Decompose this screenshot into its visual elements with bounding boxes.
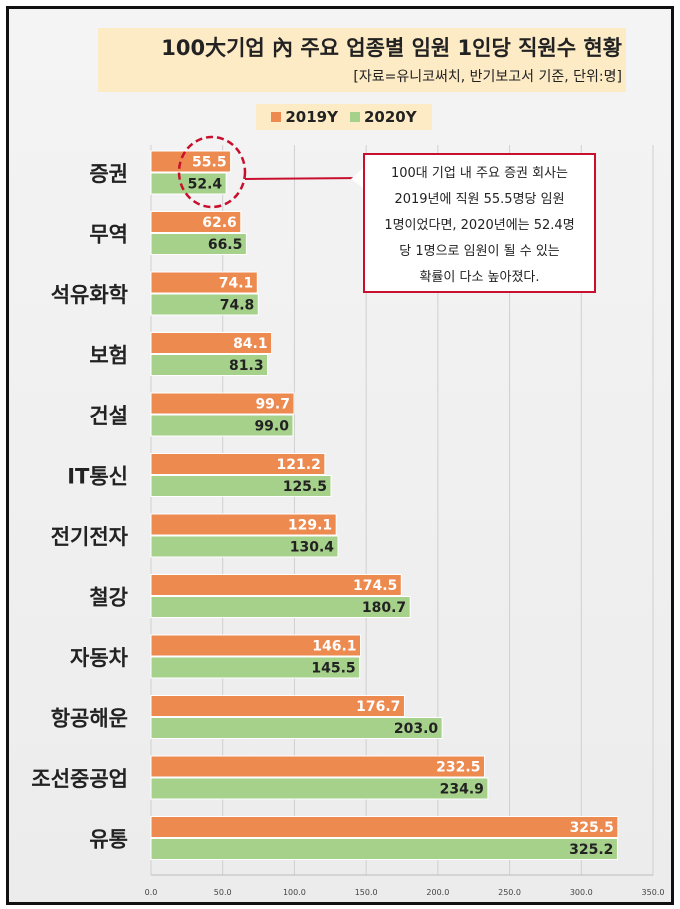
- chart-title: 100大기업 內 주요 업종별 임원 1인당 직원수 현황: [161, 36, 622, 60]
- x-tick-label: 200.0: [426, 888, 449, 897]
- category-label: 보험: [89, 344, 128, 368]
- legend-label-2019: 2019Y: [285, 108, 338, 126]
- callout-line-5: 확률이 다소 높아졌다.: [419, 270, 540, 285]
- callout-line-3: 1명이었다면, 2020년에는 52.4명: [384, 218, 575, 233]
- bar-2019: [150, 150, 232, 173]
- bar-2019: [150, 392, 295, 415]
- data-label-2020: 81.3: [229, 358, 264, 374]
- data-label-2019: 99.7: [255, 397, 290, 413]
- legend-item-2020: 2020Y: [350, 108, 417, 126]
- callout-pointer-tip: [351, 168, 363, 188]
- x-tick-label: 350.0: [642, 888, 665, 897]
- data-label-2020: 74.8: [220, 298, 255, 314]
- bar-2019: [150, 574, 402, 596]
- data-label-2019: 121.2: [277, 457, 321, 473]
- category-label: 무역: [89, 223, 128, 247]
- data-label-2019: 129.1: [288, 518, 332, 534]
- category-label: 철강: [89, 586, 128, 610]
- data-label-2020: 145.5: [311, 661, 355, 677]
- annotation-callout: 100대 기업 내 주요 증권 회사는 2019년에 직원 55.5명당 임원 …: [363, 153, 596, 293]
- data-label-2020: 180.7: [362, 600, 406, 616]
- bar-2019: [150, 271, 258, 294]
- legend-label-2020: 2020Y: [364, 108, 417, 126]
- bar-2019: [150, 211, 242, 233]
- x-tick-label: 0.0: [145, 888, 158, 897]
- chart-legend: 2019Y 2020Y: [256, 104, 432, 130]
- x-tick-label: 50.0: [214, 888, 232, 897]
- callout-line-4: 당 1명으로 임원이 될 수 있는: [399, 244, 560, 259]
- bar-2020: [150, 414, 294, 437]
- legend-swatch-2019: [271, 112, 282, 122]
- data-label-2020: 99.0: [254, 419, 289, 435]
- category-label: 전기전자: [51, 525, 129, 549]
- title-box: 100大기업 內 주요 업종별 임원 1인당 직원수 현황 [자료=유니코써치,…: [98, 28, 626, 92]
- bar-2020: [150, 656, 361, 679]
- bar-2020: [150, 717, 443, 739]
- bar-2019: [150, 332, 273, 354]
- legend-item-2019: 2019Y: [271, 108, 338, 126]
- x-tick-label: 300.0: [570, 888, 593, 897]
- category-label: 석유화학: [51, 283, 128, 307]
- bar-2019: [150, 634, 362, 657]
- data-label-2019: 84.1: [233, 336, 268, 352]
- data-label-2020: 234.9: [440, 782, 484, 798]
- bar-2019: [150, 816, 619, 838]
- category-label: 증권: [89, 162, 128, 186]
- x-tick-label: 150.0: [355, 888, 378, 897]
- bar-2019: [150, 695, 405, 717]
- bar-2020: [150, 838, 618, 860]
- category-label: 건설: [89, 404, 128, 428]
- category-label: 자동차: [70, 646, 129, 670]
- data-label-2019: 74.1: [219, 276, 254, 292]
- data-label-2019: 325.5: [570, 820, 614, 836]
- data-label-2019: 176.7: [356, 699, 400, 715]
- bar-2020: [150, 354, 269, 376]
- bar-2019: [150, 755, 485, 778]
- category-label: IT통신: [67, 465, 128, 489]
- data-label-2020: 325.2: [569, 842, 613, 858]
- bar-2020: [150, 172, 227, 195]
- bar-2020: [150, 777, 489, 800]
- category-label: 조선중공업: [31, 767, 128, 791]
- bar-2019: [150, 513, 337, 536]
- bar-2020: [150, 233, 247, 255]
- data-label-2019: 146.1: [312, 639, 356, 655]
- bar-2020: [150, 293, 259, 316]
- data-label-2019: 232.5: [436, 760, 480, 776]
- data-label-2020: 66.5: [208, 237, 243, 253]
- data-label-2019: 55.5: [192, 155, 227, 171]
- callout-pointer: [244, 177, 364, 180]
- bar-2020: [150, 596, 411, 618]
- bar-2020: [150, 535, 339, 558]
- callout-line-2: 2019년에 직원 55.5명당 임원: [394, 192, 565, 207]
- data-label-2020: 52.4: [188, 177, 223, 193]
- bar-2020: [150, 475, 332, 497]
- data-label-2019: 174.5: [353, 578, 397, 594]
- data-label-2020: 125.5: [283, 479, 327, 495]
- data-label-2019: 62.6: [202, 215, 237, 231]
- category-label: 유통: [89, 828, 128, 852]
- bar-2019: [150, 453, 326, 475]
- x-tick-label: 250.0: [498, 888, 521, 897]
- callout-line-1: 100대 기업 내 주요 증권 회사는: [390, 166, 569, 181]
- x-tick-label: 100.0: [283, 888, 306, 897]
- category-label: 항공해운: [51, 707, 128, 731]
- highlight-circle: [177, 135, 247, 209]
- legend-swatch-2020: [350, 112, 360, 122]
- data-label-2020: 130.4: [290, 540, 335, 556]
- data-label-2020: 203.0: [394, 721, 439, 737]
- chart-subtitle: [자료=유니코써치, 반기보고서 기준, 단위:명]: [353, 69, 622, 85]
